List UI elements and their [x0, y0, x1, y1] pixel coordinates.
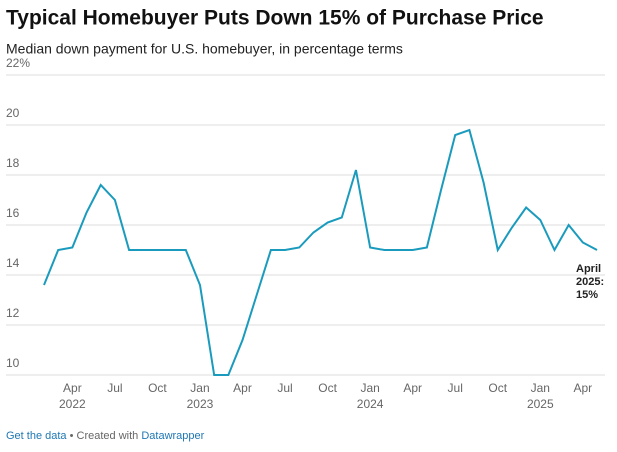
x-tick-label: Jan 2025: [527, 381, 554, 411]
x-tick-part: Jan: [360, 381, 379, 395]
x-tick-part: Jul: [448, 381, 463, 395]
x-tick-label: Jan 2023: [187, 381, 214, 411]
x-tick-part: 2022: [59, 397, 86, 411]
x-tick-part: Apr: [63, 381, 82, 395]
footer: Get the data • Created with Datawrapper: [6, 430, 204, 442]
y-tick-label: 18: [6, 156, 20, 170]
x-tick-part: Oct: [148, 381, 167, 395]
x-tick-part: Oct: [318, 381, 337, 395]
y-tick-label: 12: [6, 306, 20, 320]
annotation-line: 2025:: [576, 276, 604, 288]
x-tick-label: Apr: [403, 381, 422, 395]
y-tick-label: 16: [6, 206, 20, 220]
y-tick-label: 22%: [6, 56, 30, 70]
get-data-link[interactable]: Get the data: [6, 430, 67, 442]
y-tick-label: 10: [6, 356, 20, 370]
x-tick-label: Jul: [448, 381, 463, 395]
x-tick-part: 2023: [187, 397, 214, 411]
x-tick-part: Jul: [107, 381, 122, 395]
x-tick-part: Oct: [488, 381, 507, 395]
x-tick-label: Jul: [107, 381, 122, 395]
annotation-line: April: [576, 263, 601, 275]
y-tick-label: 14: [6, 256, 20, 270]
x-tick-label: Oct: [488, 381, 507, 395]
chart-subtitle: Median down payment for U.S. homebuyer, …: [6, 41, 403, 57]
chart: Typical Homebuyer Puts Down 15% of Purch…: [6, 7, 605, 411]
x-tick-part: Jan: [531, 381, 550, 395]
tool-link[interactable]: Datawrapper: [141, 430, 205, 442]
y-tick-label: 20: [6, 106, 20, 120]
chart-title: Typical Homebuyer Puts Down 15% of Purch…: [6, 7, 544, 30]
x-tick-label: Jul: [277, 381, 292, 395]
x-tick-label: Oct: [318, 381, 337, 395]
x-tick-label: Apr: [573, 381, 592, 395]
x-tick-label: Oct: [148, 381, 167, 395]
x-tick-part: Apr: [233, 381, 252, 395]
annotation-line: 15%: [576, 289, 598, 301]
x-tick-part: 2025: [527, 397, 554, 411]
x-tick-label: Apr: [233, 381, 252, 395]
line: [43, 128, 598, 376]
x-tick-part: Apr: [403, 381, 422, 395]
x-tick-label: Apr 2022: [59, 381, 86, 411]
annotation: April 2025: 15%: [576, 263, 604, 301]
x-tick-part: 2024: [357, 397, 384, 411]
credit: • Created with: [69, 430, 139, 442]
x-tick-part: Jul: [277, 381, 292, 395]
x-tick-label: Jan 2024: [357, 381, 384, 411]
x-tick-part: Apr: [573, 381, 592, 395]
x-tick-part: Jan: [190, 381, 209, 395]
